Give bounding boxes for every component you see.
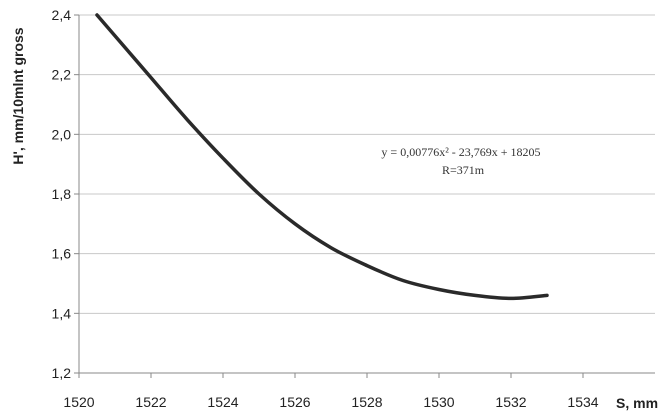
x-tick-label: 1528 xyxy=(351,394,382,410)
y-tick-label: 1,8 xyxy=(52,186,72,202)
gridlines xyxy=(79,14,655,314)
x-tick-label: 1524 xyxy=(207,394,238,410)
x-tick-label: 1530 xyxy=(423,394,454,410)
x-tick-label: 1526 xyxy=(279,394,310,410)
x-tick-label: 1520 xyxy=(63,394,94,410)
y-axis-title: H', mm/10mlnt gross xyxy=(10,27,26,164)
y-tick-label: 2,2 xyxy=(52,67,72,83)
y-axis-ticks: 1,2 1,4 1,6 1,8 2,0 2,2 2,4 xyxy=(52,7,79,381)
x-tick-label: 1532 xyxy=(495,394,526,410)
y-tick-label: 1,4 xyxy=(52,305,72,321)
data-line xyxy=(95,13,549,301)
x-axis-title: S, mm xyxy=(616,395,658,411)
x-tick-label: 1522 xyxy=(135,394,166,410)
y-tick-label: 2,0 xyxy=(52,126,72,142)
x-axis-ticks: 1520 1522 1524 1526 1528 1530 1532 1534 xyxy=(63,373,599,410)
x-tick-label: 1534 xyxy=(567,394,598,410)
r-annotation: R=371m xyxy=(442,163,485,177)
y-tick-label: 2,4 xyxy=(52,7,72,23)
equation-annotation: y = 0,00776x² - 23,769x + 18205 xyxy=(381,145,540,159)
y-tick-label: 1,6 xyxy=(52,246,72,262)
y-tick-label: 1,2 xyxy=(52,365,72,381)
